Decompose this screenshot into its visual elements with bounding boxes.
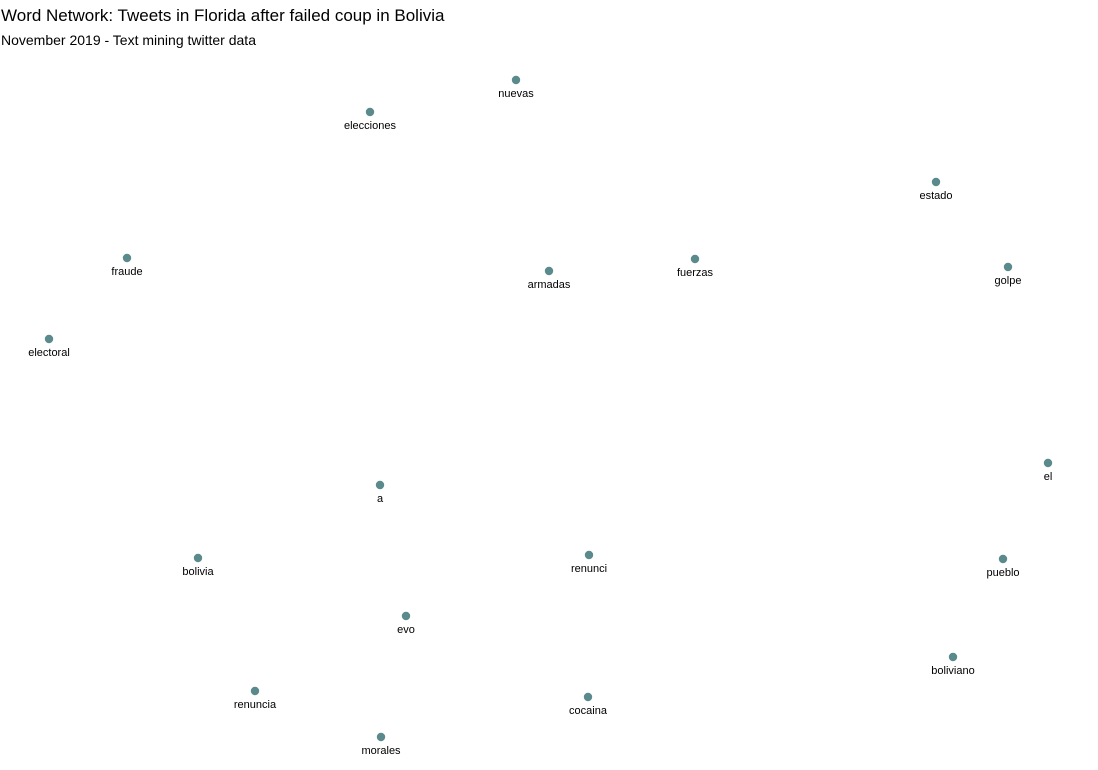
node-point xyxy=(122,253,132,263)
node-point xyxy=(376,732,386,742)
node-estado: estado xyxy=(919,177,953,202)
node-armadas: armadas xyxy=(528,266,571,291)
node-point xyxy=(948,652,958,662)
node-label: electoral xyxy=(28,347,70,359)
node-evo: evo xyxy=(397,611,415,636)
node-label: bolivia xyxy=(182,566,214,578)
node-label: golpe xyxy=(995,275,1022,287)
node-label: nuevas xyxy=(498,88,534,100)
node-point xyxy=(931,177,941,187)
node-point xyxy=(365,107,375,117)
node-label: renuncia xyxy=(234,699,277,711)
node-a: a xyxy=(375,480,385,505)
node-el: el xyxy=(1043,458,1053,483)
node-label: evo xyxy=(397,624,415,636)
node-point xyxy=(511,75,521,85)
node-point xyxy=(375,480,385,490)
node-pueblo: pueblo xyxy=(986,554,1020,579)
node-point xyxy=(583,692,593,702)
node-label: estado xyxy=(919,190,952,202)
node-label: boliviano xyxy=(931,665,974,677)
node-label: el xyxy=(1044,471,1053,483)
node-point xyxy=(250,686,260,696)
node-label: fuerzas xyxy=(677,267,714,279)
node-label: a xyxy=(377,493,384,505)
chart-title: Word Network: Tweets in Florida after fa… xyxy=(1,6,445,25)
node-label: renunci xyxy=(571,563,607,575)
node-point xyxy=(1003,262,1013,272)
node-renunci: renunci xyxy=(571,550,607,575)
node-label: pueblo xyxy=(986,567,1019,579)
node-point xyxy=(584,550,594,560)
node-label: elecciones xyxy=(344,120,396,132)
node-nuevas: nuevas xyxy=(498,75,534,100)
chart-subtitle: November 2019 - Text mining twitter data xyxy=(1,32,256,48)
node-point xyxy=(1043,458,1053,468)
node-point xyxy=(44,334,54,344)
node-point xyxy=(690,254,700,264)
node-renuncia: renuncia xyxy=(234,686,277,711)
node-fuerzas: fuerzas xyxy=(677,254,714,279)
node-bolivia: bolivia xyxy=(182,553,214,578)
node-label: fraude xyxy=(111,266,142,278)
node-label: cocaina xyxy=(569,705,608,717)
node-fraude: fraude xyxy=(111,253,143,278)
node-point xyxy=(401,611,411,621)
node-label: armadas xyxy=(528,279,571,291)
node-cocaina: cocaina xyxy=(569,692,608,717)
node-morales: morales xyxy=(361,732,401,757)
node-electoral: electoral xyxy=(28,334,70,359)
node-point xyxy=(998,554,1008,564)
node-boliviano: boliviano xyxy=(931,652,975,677)
node-point xyxy=(544,266,554,276)
node-point xyxy=(193,553,203,563)
node-label: morales xyxy=(361,745,401,757)
node-elecciones: elecciones xyxy=(344,107,396,132)
node-golpe: golpe xyxy=(995,262,1022,287)
